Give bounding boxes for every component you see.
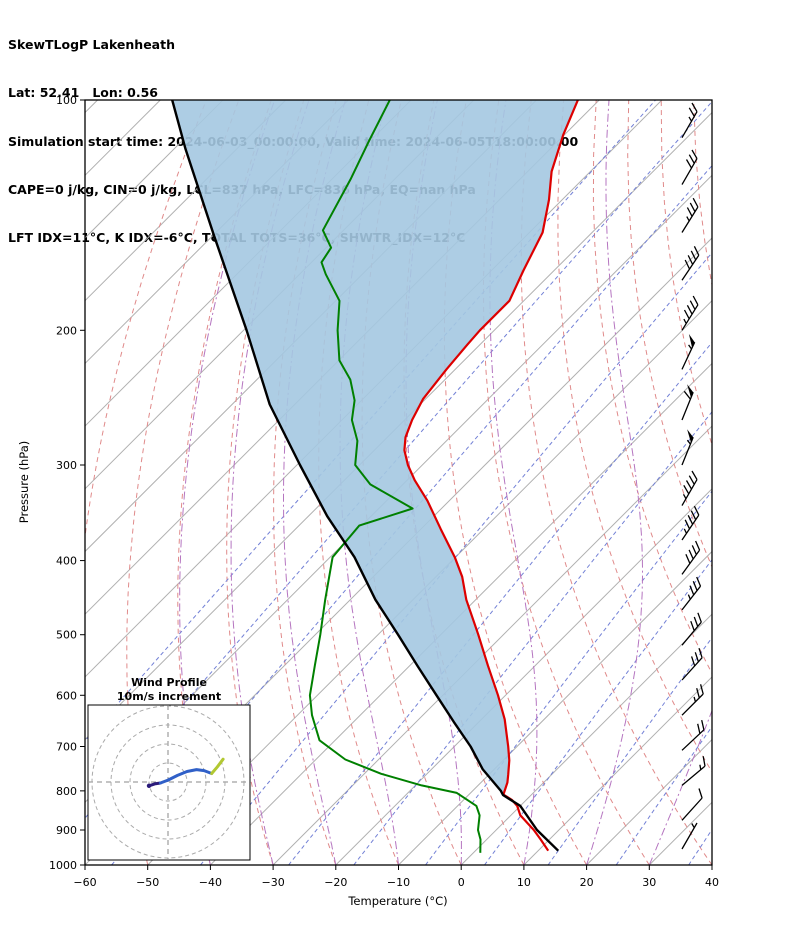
wind-barbs [681, 102, 706, 850]
hodograph-inset [87, 704, 251, 861]
tick-label: 10 [517, 876, 531, 889]
tick-label: 400 [56, 555, 77, 568]
hodograph-trace [158, 768, 214, 785]
hodograph-start-dot [146, 783, 152, 788]
x-axis-label: Temperature (°C) [347, 894, 447, 908]
tick-label: 200 [56, 324, 77, 337]
tick-label: −60 [73, 876, 96, 889]
hodograph-title: Wind Profile [131, 676, 207, 689]
tick-label: 100 [56, 94, 77, 107]
tick-label: 800 [56, 785, 77, 798]
y-axis-label: Pressure (hPa) [17, 441, 31, 524]
tick-label: 20 [580, 876, 594, 889]
tick-label: −50 [136, 876, 159, 889]
tick-label: 0 [458, 876, 465, 889]
tick-label: 40 [705, 876, 719, 889]
tick-label: −10 [387, 876, 410, 889]
tick-label: −20 [324, 876, 347, 889]
tick-label: 500 [56, 629, 77, 642]
plot-title: SkewTLogP Lakenheath [8, 37, 175, 53]
profiles [171, 100, 579, 853]
cape-shading [172, 100, 578, 795]
tick-label: 600 [56, 689, 77, 702]
hodograph-content [88, 705, 250, 860]
hodograph-trace [210, 757, 225, 775]
tick-label: 900 [56, 824, 77, 837]
hodograph-subtitle: 10m/s increment [116, 690, 222, 703]
dewpoint-curve [308, 100, 482, 853]
tick-label: 300 [56, 459, 77, 472]
tick-label: −30 [261, 876, 284, 889]
location-line: Lat: 52.41 Lon: 0.56 [8, 85, 158, 101]
tick-label: 30 [642, 876, 656, 889]
tick-label: 1000 [49, 859, 77, 872]
tick-label: 700 [56, 741, 77, 754]
parcel-curve [171, 100, 560, 852]
tick-label: −40 [199, 876, 222, 889]
